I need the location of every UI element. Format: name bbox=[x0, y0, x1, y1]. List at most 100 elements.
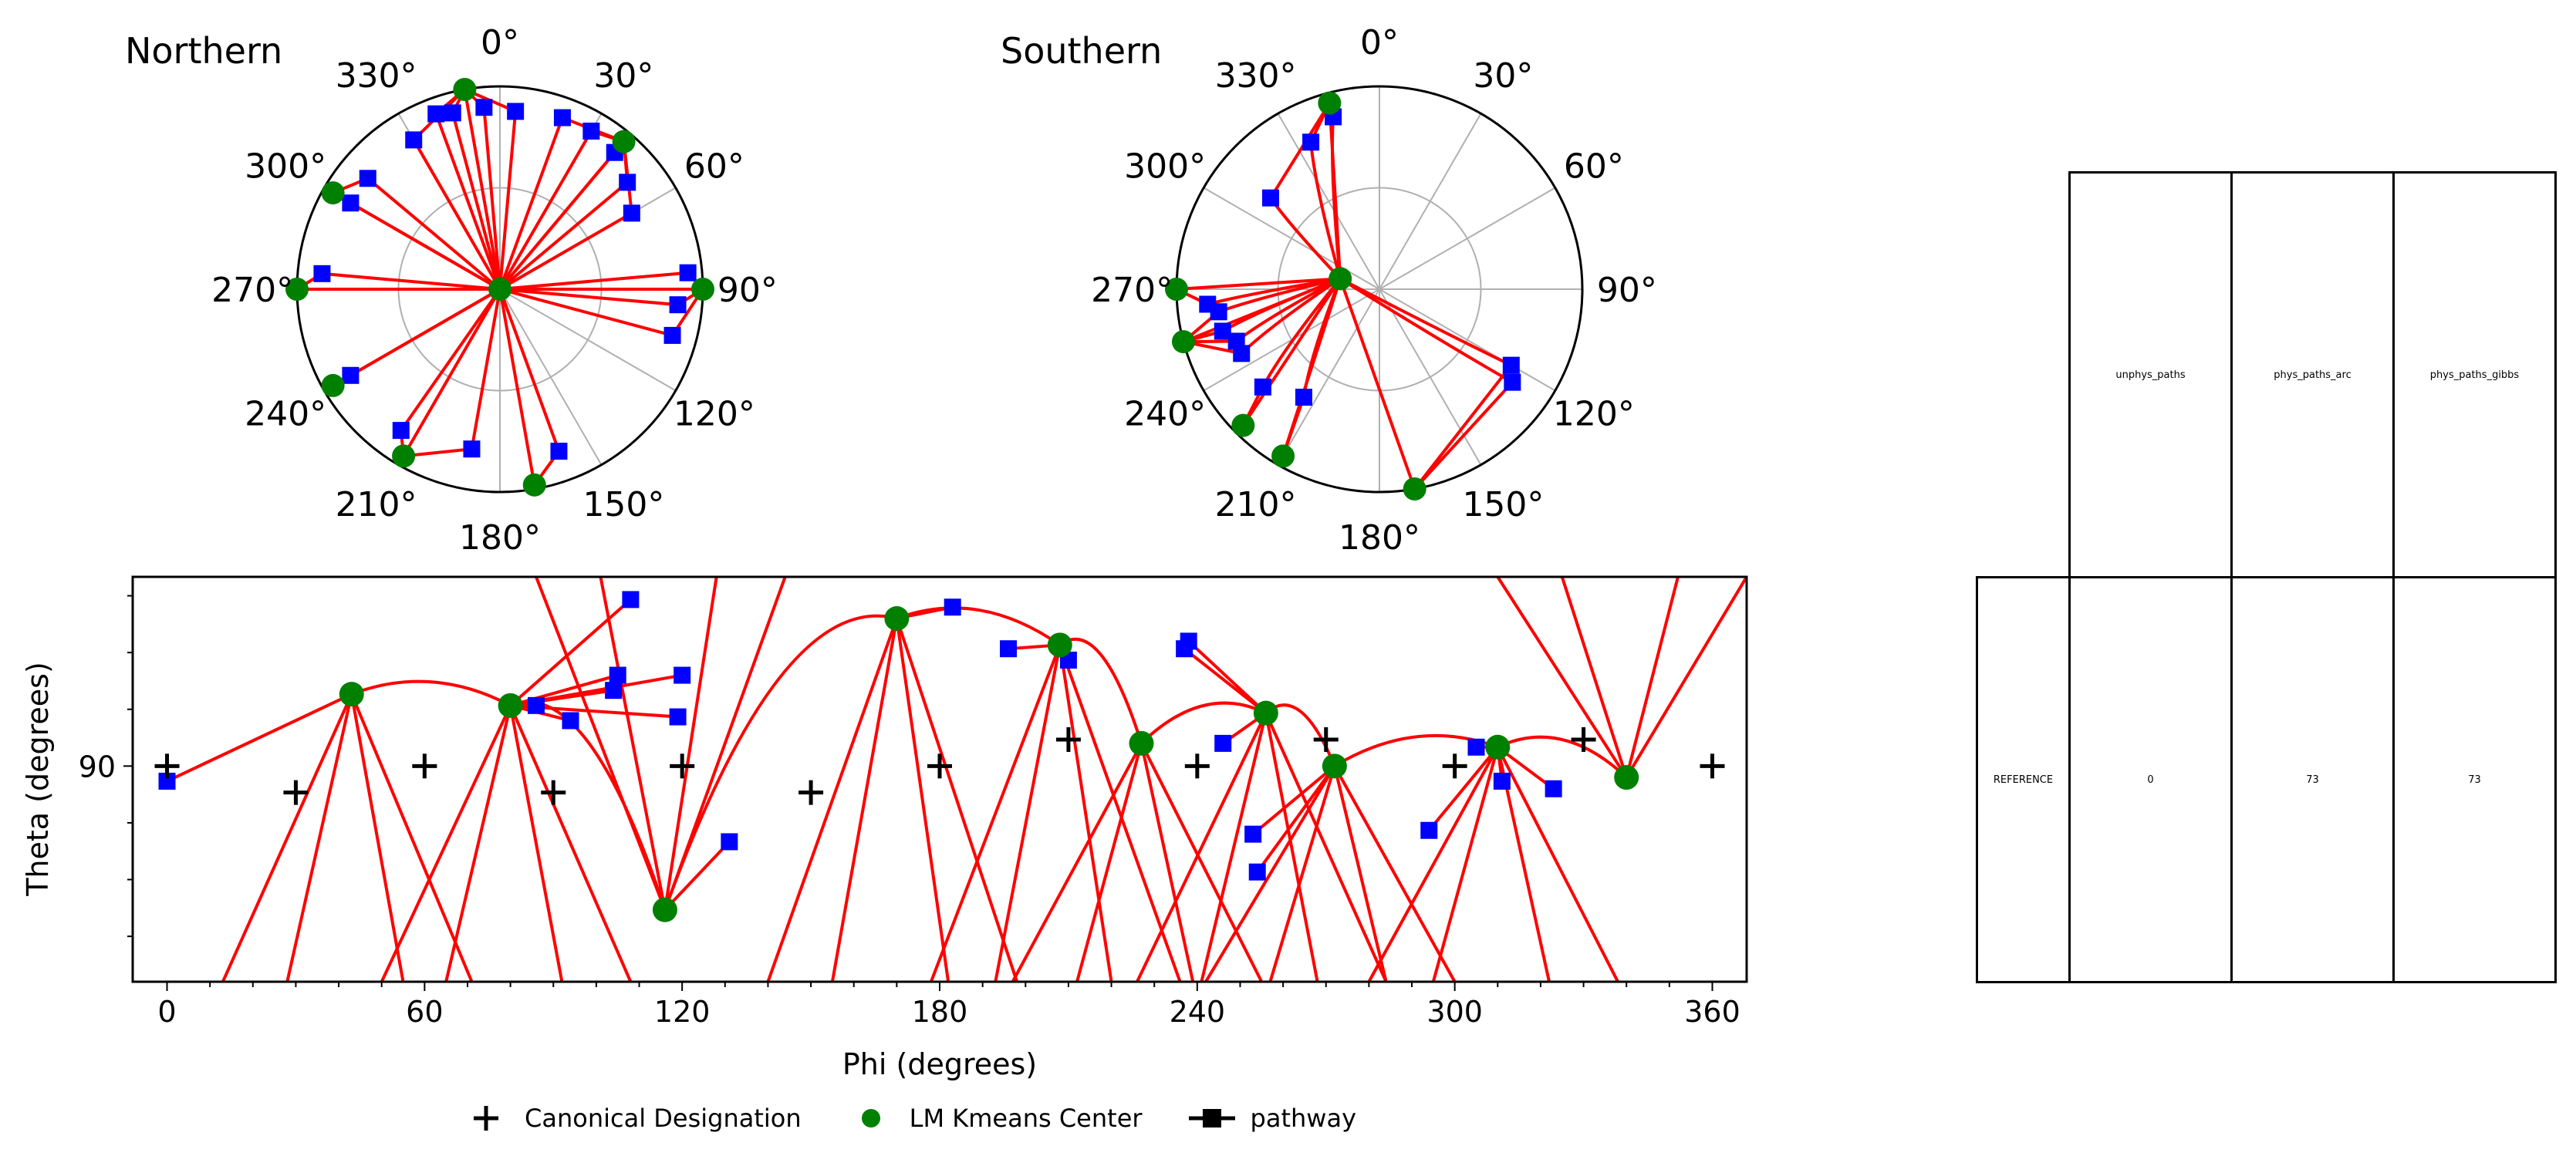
polar-grid-spoke bbox=[1379, 288, 1482, 466]
table-col-header: phys_paths_arc bbox=[2230, 171, 2395, 578]
polar-grid-spoke bbox=[1379, 187, 1556, 290]
pathway-line bbox=[1058, 645, 1113, 982]
pathway-point bbox=[1420, 821, 1438, 839]
polar-tick-label: 30° bbox=[1473, 56, 1533, 96]
pathway-point bbox=[1210, 303, 1227, 321]
pathway-line bbox=[830, 618, 899, 982]
pathway-line bbox=[509, 598, 632, 707]
polar-tick-label: 150° bbox=[1462, 485, 1544, 524]
kmeans-center bbox=[1318, 91, 1342, 115]
pathway-line bbox=[1200, 713, 1268, 982]
polar-plot-northern: Northern 0° 30° 60° 90° 120° 150° 180° 210° 240°… bbox=[125, 23, 778, 558]
polar-title-northern: Northern bbox=[125, 30, 282, 72]
pathway-line bbox=[599, 577, 667, 911]
canonical-designation bbox=[1700, 753, 1725, 779]
table-col-header: unphys_paths bbox=[2068, 171, 2233, 578]
pathway-line bbox=[663, 577, 718, 911]
polar-tick-label: 330° bbox=[1215, 56, 1297, 96]
pathway-point bbox=[1180, 632, 1197, 650]
kmeans-center bbox=[498, 693, 523, 718]
pathway-line bbox=[444, 705, 512, 982]
canonical-designation bbox=[1055, 726, 1081, 752]
pathway-line bbox=[1187, 639, 1268, 715]
pathway-point bbox=[663, 326, 681, 344]
legend-item-pathway: pathway bbox=[1188, 1103, 1356, 1134]
kmeans-center bbox=[339, 682, 364, 707]
pathway-point bbox=[1502, 356, 1520, 374]
kmeans-center bbox=[285, 278, 309, 301]
pathway-point bbox=[463, 440, 481, 458]
pathway-line bbox=[896, 606, 1061, 646]
canonical-designation bbox=[1184, 753, 1210, 779]
polar-title-southern: Southern bbox=[1001, 30, 1162, 72]
kmeans-center bbox=[1129, 730, 1154, 756]
pathway-point bbox=[679, 264, 697, 281]
kmeans-center bbox=[1253, 700, 1278, 726]
polar-grid-spoke bbox=[1379, 113, 1482, 290]
table-corner-cell bbox=[1977, 173, 2070, 578]
kmeans-center bbox=[1047, 632, 1072, 658]
pathway-point bbox=[1261, 189, 1279, 207]
cartesian-plot: 0 60 120 180 240 300 360 90 Phi (degrees) Theta… bbox=[21, 575, 1748, 1081]
polar-path-line bbox=[434, 88, 501, 290]
polar-tick-label: 120° bbox=[1553, 394, 1635, 433]
pathway-point bbox=[721, 833, 738, 851]
pathway-point bbox=[1214, 322, 1231, 340]
pathway-line bbox=[351, 679, 511, 707]
pathway-line bbox=[766, 618, 899, 982]
canonical-designation bbox=[1313, 726, 1339, 752]
pathway-point bbox=[550, 443, 568, 460]
kmeans-center bbox=[1614, 765, 1639, 790]
kmeans-center bbox=[522, 473, 546, 497]
pathway-point bbox=[582, 123, 600, 140]
pathway-point bbox=[444, 104, 461, 122]
polar-path-line bbox=[463, 89, 501, 290]
canonical-designation bbox=[798, 780, 824, 805]
kmeans-center bbox=[321, 373, 345, 397]
polar-tick-label: 210° bbox=[336, 485, 417, 524]
pathway-point bbox=[1295, 389, 1312, 406]
polar-path-line bbox=[498, 140, 626, 291]
pathway-point bbox=[392, 422, 410, 440]
y-axis-label: Theta (degrees) bbox=[21, 662, 55, 897]
pathway-line bbox=[663, 841, 731, 912]
polar-path-line bbox=[332, 191, 501, 291]
table-row: REFERENCE 0 73 73 bbox=[1976, 576, 2557, 983]
canonical-designation bbox=[1442, 753, 1467, 779]
polar-grid-spoke bbox=[499, 288, 603, 466]
pathway-line bbox=[1264, 712, 1388, 982]
pathway-point bbox=[1302, 133, 1320, 151]
pathway-line bbox=[509, 700, 667, 911]
pathway-line bbox=[663, 614, 897, 911]
pathway-line bbox=[930, 644, 1062, 982]
pathway-point bbox=[623, 204, 640, 222]
pathway-line bbox=[1251, 764, 1336, 836]
pathway-point bbox=[622, 591, 640, 608]
pathway-point bbox=[1000, 640, 1018, 658]
plus-marker-icon bbox=[463, 1103, 509, 1134]
legend-item-canonical: Canonical Designation bbox=[463, 1103, 802, 1134]
pathway-point bbox=[553, 109, 571, 126]
kmeans-center bbox=[1322, 753, 1347, 779]
pathway-line bbox=[349, 693, 405, 982]
polar-grid-spoke bbox=[1277, 113, 1380, 290]
legend-label: pathway bbox=[1250, 1104, 1356, 1133]
x-tick-label: 180 bbox=[912, 995, 968, 1029]
kmeans-center bbox=[321, 181, 345, 205]
legend-label: Canonical Designation bbox=[525, 1104, 802, 1133]
polar-tick-label: 60° bbox=[684, 147, 744, 187]
kmeans-center bbox=[1403, 477, 1426, 501]
pathway-point bbox=[475, 99, 493, 116]
pathway-line bbox=[1256, 765, 1336, 873]
table-cell: 73 bbox=[2230, 576, 2395, 983]
polar-path-line bbox=[1339, 278, 1416, 490]
polar-path-line bbox=[463, 88, 501, 290]
pathway-line bbox=[1560, 577, 1629, 778]
kmeans-center bbox=[1171, 330, 1195, 354]
pathway-point bbox=[944, 598, 961, 616]
pathway-line bbox=[1204, 765, 1336, 982]
canonical-designation bbox=[283, 780, 309, 805]
pathway-point bbox=[1545, 780, 1562, 797]
pathway-line bbox=[508, 705, 633, 982]
